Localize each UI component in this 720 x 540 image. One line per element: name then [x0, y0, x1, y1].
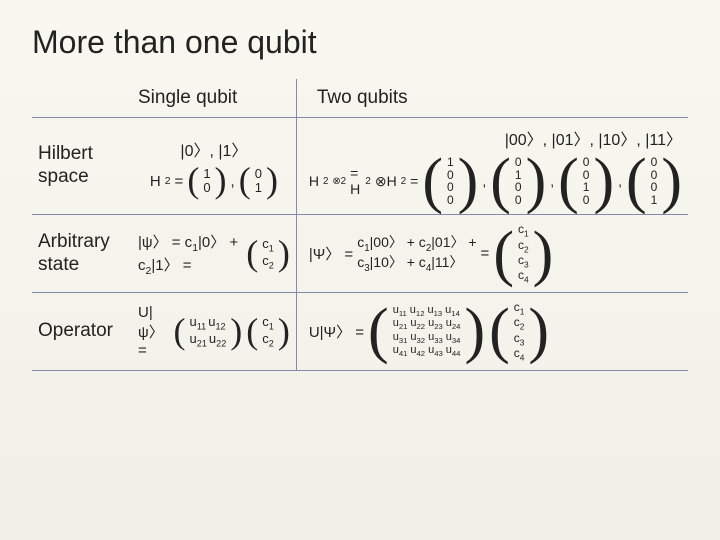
row-label-hilbert: Hilbert space [32, 118, 132, 215]
row-label-operator: Operator [32, 293, 132, 370]
operator-two: U|Ψ〉 = ( u11u12u13u14 u21u22u23u24 u31u3… [309, 301, 682, 362]
page-title: More than one qubit [32, 24, 688, 61]
operator-single: U|ψ〉 = ( u11u12 u21u22 ) ( c1c2 ) [138, 304, 290, 359]
hilbert-single-cell: |0〉, |1〉 H2 = ( 10 ) , ( 01 ) [138, 137, 290, 196]
hilbert-two-cell: |00〉, |01〉, |10〉, |11〉 H2⊗2 = H2⊗H2 = (1… [309, 126, 682, 206]
row-label-arbitrary: Arbitrary state [32, 215, 132, 292]
col-header-two: Two qubits [297, 79, 688, 118]
single-basis: |0〉, |1〉 [180, 137, 247, 161]
arbitrary-two: |Ψ〉 = c1|00〉 + c2|01〉 + c3|10〉 + c4|11〉 … [309, 223, 682, 284]
col-header-single: Single qubit [132, 79, 296, 118]
arbitrary-single: |ψ〉 = c1|0〉 + c2|1〉 = ( c1 c2 ) [138, 231, 290, 277]
comparison-table: Single qubit Two qubits Hilbert space |0… [32, 79, 688, 371]
